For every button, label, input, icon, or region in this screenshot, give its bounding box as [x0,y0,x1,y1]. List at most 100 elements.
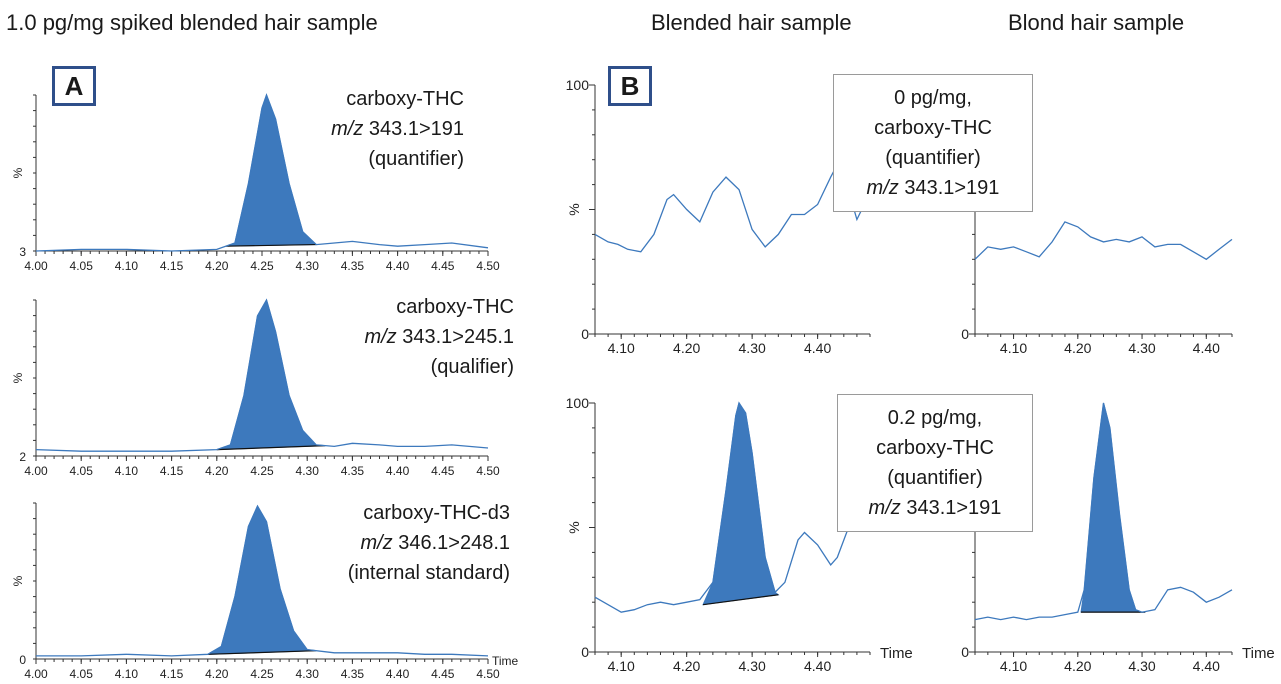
x-tick-label: 4.10 [608,658,635,674]
peak-area [216,298,326,451]
chromatogram-trace [974,402,1233,621]
x-tick-label: 4.35 [341,259,365,273]
chromatogram-trace [35,298,489,452]
y-max-label: 100 [566,77,590,93]
time-axis-label: Time [492,654,519,668]
x-tick-label: 4.35 [341,667,365,681]
x-tick-label: 4.30 [296,667,320,681]
x-tick-label: 4.10 [608,340,635,356]
y-zero-label: 0 [961,326,969,342]
panel-label-b: B [608,66,652,106]
x-tick-label: 4.50 [476,259,500,273]
callout-concentration: 0 pg/mg, [894,87,972,109]
x-tick-label: 4.40 [1193,340,1220,356]
panel-a2-label: carboxy-THC m/z 343.1>245.1 (qualifier) [364,292,514,382]
x-tick-label: 4.35 [341,464,365,478]
x-tick-label: 4.25 [250,259,274,273]
left-column-title: 1.0 pg/mg spiked blended hair sample [6,10,378,35]
time-axis-label: Time [1242,645,1275,662]
x-tick-label: 4.30 [296,259,320,273]
callout-concentration: 0.2 pg/mg, [887,407,983,429]
y-percent-label: % [11,372,25,383]
callout-0pg: 0 pg/mg, carboxy-THC (quantifier) m/z 34… [833,74,1033,212]
x-tick-label: 4.30 [1128,658,1155,674]
panel-a3-label: carboxy-THC-d3 m/z 346.1>248.1 (internal… [348,498,510,588]
chromatogram-trace [594,163,868,253]
callout-role: (quantifier) [885,147,981,169]
x-tick-label: 4.45 [431,259,455,273]
compound-name: carboxy-THC-d3 [363,502,510,524]
right-column-title: Blond hair sample [1008,10,1185,35]
peak-baseline [702,594,779,606]
compound-name: carboxy-THC [346,88,464,110]
y-zero-label: 0 [581,644,589,660]
callout-mz: m/z 343.1>191 [866,177,1000,199]
x-tick-label: 4.00 [24,667,48,681]
panel-a1-label: carboxy-THC m/z 343.1>191 (quantifier) [331,84,464,174]
panel-label-a: A [52,66,96,106]
transition-role: (qualifier) [430,356,514,378]
x-tick-label: 4.25 [250,464,274,478]
x-tick-label: 4.50 [476,464,500,478]
x-tick-label: 4.05 [70,259,94,273]
x-tick-label: 4.30 [739,340,766,356]
x-tick-label: 4.10 [115,667,139,681]
peak-baseline [216,445,326,451]
x-tick-label: 4.20 [205,667,229,681]
x-tick-label: 4.40 [1193,658,1220,674]
peak-baseline [207,650,317,655]
chromatogram-trace [594,401,865,613]
transition-role: (quantifier) [368,148,464,170]
x-tick-label: 4.30 [1128,340,1155,356]
callout-mz: m/z 343.1>191 [868,497,1002,519]
middle-column-title: Blended hair sample [651,10,852,35]
chromatogram-trace [35,93,489,252]
x-tick-label: 4.30 [739,658,766,674]
chromatogram-trace [974,221,1233,261]
callout-compound: carboxy-THC [874,117,992,139]
y-min-label: 2 [19,450,26,464]
x-tick-label: 4.20 [1064,658,1091,674]
peak-area [207,505,317,655]
x-tick-label: 4.00 [24,464,48,478]
x-tick-label: 4.20 [673,340,700,356]
y-min-label: 3 [19,245,26,259]
y-percent-label: % [566,203,582,215]
x-tick-label: 4.50 [476,667,500,681]
y-min-label: 0 [19,653,26,667]
callout-compound: carboxy-THC [876,437,994,459]
x-tick-label: 4.10 [115,259,139,273]
callout-0-2pg: 0.2 pg/mg, carboxy-THC (quantifier) m/z … [837,394,1033,532]
x-tick-label: 4.40 [386,464,410,478]
x-tick-label: 4.10 [1000,340,1027,356]
x-tick-label: 4.15 [160,259,184,273]
x-tick-label: 4.15 [160,667,184,681]
x-tick-label: 4.40 [386,259,410,273]
x-tick-label: 4.20 [673,658,700,674]
x-tick-label: 4.45 [431,464,455,478]
x-tick-label: 4.20 [1064,340,1091,356]
x-tick-label: 4.15 [160,464,184,478]
chromatogram-trace [36,504,489,657]
time-axis-label: Time [880,645,913,662]
x-tick-label: 4.25 [250,667,274,681]
y-percent-label: % [11,167,25,178]
mz-transition: m/z 343.1>191 [331,118,464,140]
x-tick-label: 4.40 [804,658,831,674]
x-tick-label: 4.40 [804,340,831,356]
compound-name: carboxy-THC [396,296,514,318]
peak-area [1080,402,1146,613]
x-tick-label: 4.45 [431,667,455,681]
x-tick-label: 4.00 [24,259,48,273]
mz-transition: m/z 343.1>245.1 [364,326,514,348]
x-tick-label: 4.30 [296,464,320,478]
y-percent-label: % [566,521,582,533]
callout-role: (quantifier) [887,467,983,489]
x-tick-label: 4.40 [386,667,410,681]
x-tick-label: 4.10 [115,464,139,478]
y-zero-label: 0 [581,326,589,342]
x-tick-label: 4.05 [70,667,94,681]
x-tick-label: 4.20 [205,259,229,273]
y-percent-label: % [11,575,25,586]
